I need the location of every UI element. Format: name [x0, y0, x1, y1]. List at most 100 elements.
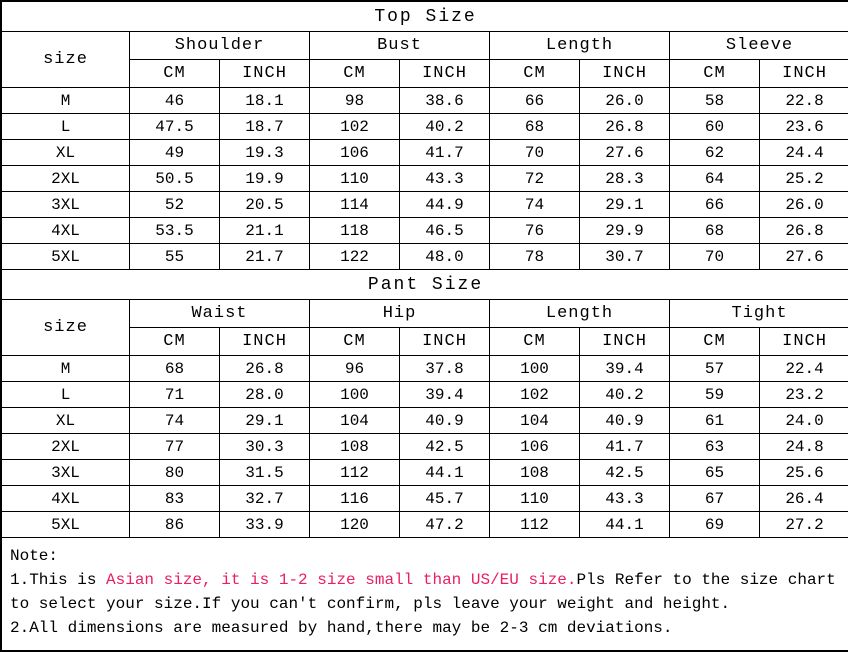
unit-inch: INCH — [220, 60, 310, 88]
top-value-cell: 28.3 — [580, 166, 670, 192]
top-value-cell: 21.7 — [220, 244, 310, 270]
top-value-cell: 46.5 — [400, 218, 490, 244]
top-value-cell: 98 — [310, 88, 400, 114]
top-size-cell: 4XL — [2, 218, 130, 244]
top-data-body: M4618.19838.66626.05822.8L47.518.710240.… — [2, 88, 848, 270]
top-value-cell: 43.3 — [400, 166, 490, 192]
pant-value-cell: 57 — [670, 356, 760, 382]
top-value-cell: 76 — [490, 218, 580, 244]
pant-value-cell: 22.4 — [760, 356, 848, 382]
pant-size-cell: 3XL — [2, 460, 130, 486]
pant-value-cell: 32.7 — [220, 486, 310, 512]
top-value-cell: 114 — [310, 192, 400, 218]
pant-row: 2XL7730.310842.510641.76324.8 — [2, 434, 848, 460]
unit-inch: INCH — [400, 328, 490, 356]
top-size-cell: 2XL — [2, 166, 130, 192]
unit-cm: CM — [310, 60, 400, 88]
pant-value-cell: 100 — [490, 356, 580, 382]
top-value-cell: 26.8 — [760, 218, 848, 244]
top-value-cell: 40.2 — [400, 114, 490, 140]
top-measure-2: Length — [490, 32, 670, 60]
pant-value-cell: 23.2 — [760, 382, 848, 408]
pant-value-cell: 67 — [670, 486, 760, 512]
top-value-cell: 70 — [670, 244, 760, 270]
pant-value-cell: 108 — [490, 460, 580, 486]
top-title-row: Top Size — [2, 2, 848, 32]
pant-value-cell: 31.5 — [220, 460, 310, 486]
unit-inch: INCH — [760, 60, 848, 88]
pant-value-cell: 25.6 — [760, 460, 848, 486]
top-value-cell: 68 — [670, 218, 760, 244]
unit-inch: INCH — [580, 328, 670, 356]
pant-value-cell: 24.0 — [760, 408, 848, 434]
pant-value-cell: 45.7 — [400, 486, 490, 512]
unit-inch: INCH — [220, 328, 310, 356]
top-value-cell: 26.8 — [580, 114, 670, 140]
top-value-cell: 72 — [490, 166, 580, 192]
pant-value-cell: 110 — [490, 486, 580, 512]
note-cell: Note: 1.This is Asian size, it is 1-2 si… — [2, 538, 848, 651]
top-value-cell: 58 — [670, 88, 760, 114]
top-size-header: size — [2, 32, 130, 88]
top-row: 4XL53.521.111846.57629.96826.8 — [2, 218, 848, 244]
top-value-cell: 50.5 — [130, 166, 220, 192]
unit-cm: CM — [670, 328, 760, 356]
top-value-cell: 118 — [310, 218, 400, 244]
top-value-cell: 27.6 — [760, 244, 848, 270]
pant-size-cell: 4XL — [2, 486, 130, 512]
pant-size-cell: L — [2, 382, 130, 408]
unit-cm: CM — [130, 328, 220, 356]
pant-value-cell: 29.1 — [220, 408, 310, 434]
note-label: Note: — [10, 547, 58, 565]
top-value-cell: 41.7 — [400, 140, 490, 166]
pant-value-cell: 43.3 — [580, 486, 670, 512]
top-measure-1: Bust — [310, 32, 490, 60]
top-row: 3XL5220.511444.97429.16626.0 — [2, 192, 848, 218]
pant-size-cell: 2XL — [2, 434, 130, 460]
pant-measure-2: Length — [490, 300, 670, 328]
pant-value-cell: 30.3 — [220, 434, 310, 460]
pant-value-cell: 120 — [310, 512, 400, 538]
pant-value-cell: 83 — [130, 486, 220, 512]
top-value-cell: 29.1 — [580, 192, 670, 218]
top-value-cell: 53.5 — [130, 218, 220, 244]
top-row: M4618.19838.66626.05822.8 — [2, 88, 848, 114]
top-value-cell: 30.7 — [580, 244, 670, 270]
top-measure-3: Sleeve — [670, 32, 848, 60]
top-value-cell: 29.9 — [580, 218, 670, 244]
top-value-cell: 122 — [310, 244, 400, 270]
pant-row: XL7429.110440.910440.96124.0 — [2, 408, 848, 434]
pant-row: 3XL8031.511244.110842.56525.6 — [2, 460, 848, 486]
top-value-cell: 66 — [490, 88, 580, 114]
pant-value-cell: 106 — [490, 434, 580, 460]
top-size-cell: M — [2, 88, 130, 114]
pant-value-cell: 63 — [670, 434, 760, 460]
top-value-cell: 55 — [130, 244, 220, 270]
pant-value-cell: 39.4 — [400, 382, 490, 408]
unit-cm: CM — [490, 328, 580, 356]
note-line1-highlight: Asian size, it is 1-2 size small than US… — [106, 571, 576, 589]
pant-value-cell: 39.4 — [580, 356, 670, 382]
top-value-cell: 47.5 — [130, 114, 220, 140]
pant-value-cell: 26.8 — [220, 356, 310, 382]
top-value-cell: 46 — [130, 88, 220, 114]
pant-value-cell: 102 — [490, 382, 580, 408]
pant-size-cell: XL — [2, 408, 130, 434]
top-title: Top Size — [2, 2, 848, 32]
pant-size-cell: 5XL — [2, 512, 130, 538]
pant-value-cell: 47.2 — [400, 512, 490, 538]
pant-value-cell: 74 — [130, 408, 220, 434]
top-row: XL4919.310641.77027.66224.4 — [2, 140, 848, 166]
top-value-cell: 18.7 — [220, 114, 310, 140]
pant-value-cell: 40.2 — [580, 382, 670, 408]
pant-value-cell: 112 — [490, 512, 580, 538]
pant-size-header: size — [2, 300, 130, 356]
pant-measure-0: Waist — [130, 300, 310, 328]
pant-value-cell: 44.1 — [400, 460, 490, 486]
top-size-cell: XL — [2, 140, 130, 166]
top-value-cell: 27.6 — [580, 140, 670, 166]
note-line1-a: 1.This is — [10, 571, 106, 589]
unit-inch: INCH — [760, 328, 848, 356]
pant-measure-row: size Waist Hip Length Tight — [2, 300, 848, 328]
pant-row: M6826.89637.810039.45722.4 — [2, 356, 848, 382]
